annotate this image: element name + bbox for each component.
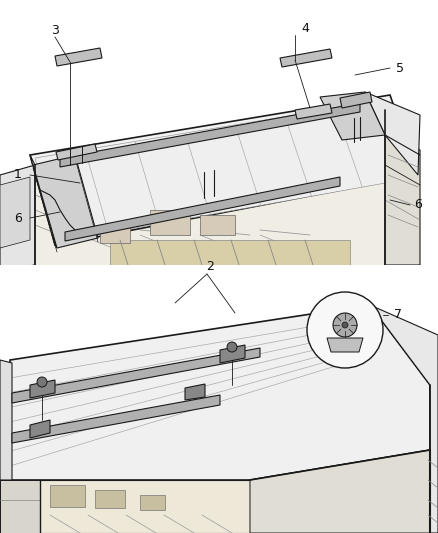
Text: 2: 2 [206,261,214,273]
Text: 4: 4 [301,21,309,35]
Polygon shape [250,450,430,533]
Polygon shape [35,110,385,265]
Polygon shape [280,49,332,67]
Text: 6: 6 [414,198,422,212]
Bar [0,265,438,287]
Polygon shape [56,144,97,160]
Text: 7: 7 [394,309,402,321]
Polygon shape [385,130,420,265]
Circle shape [37,377,47,387]
Polygon shape [35,100,413,242]
Polygon shape [10,305,430,480]
Text: 1: 1 [14,168,22,182]
Polygon shape [340,92,372,108]
Polygon shape [12,348,260,403]
Circle shape [307,292,383,368]
Bar [140,495,165,510]
Text: 5: 5 [396,61,404,75]
Polygon shape [65,177,340,241]
Polygon shape [30,155,57,248]
Polygon shape [60,103,360,167]
Bar [200,215,235,235]
Polygon shape [0,165,35,270]
Polygon shape [30,420,50,438]
Polygon shape [320,92,385,140]
Polygon shape [0,480,250,533]
Polygon shape [0,177,30,248]
Polygon shape [295,104,332,119]
Polygon shape [370,305,438,533]
Bar [50,485,85,507]
Polygon shape [185,384,205,400]
Polygon shape [365,92,420,175]
Bar [100,225,130,243]
Bar [150,210,190,235]
Bar [95,490,125,508]
Polygon shape [0,360,12,480]
Text: 6: 6 [14,212,22,224]
Circle shape [342,322,348,328]
Text: 3: 3 [51,23,59,36]
Polygon shape [0,480,40,533]
Polygon shape [30,380,55,398]
Polygon shape [327,338,363,352]
Polygon shape [12,395,220,443]
Circle shape [333,313,357,337]
Polygon shape [220,345,245,363]
Polygon shape [30,95,418,245]
Polygon shape [33,155,98,248]
Circle shape [227,342,237,352]
Polygon shape [55,48,102,66]
Polygon shape [110,240,350,265]
